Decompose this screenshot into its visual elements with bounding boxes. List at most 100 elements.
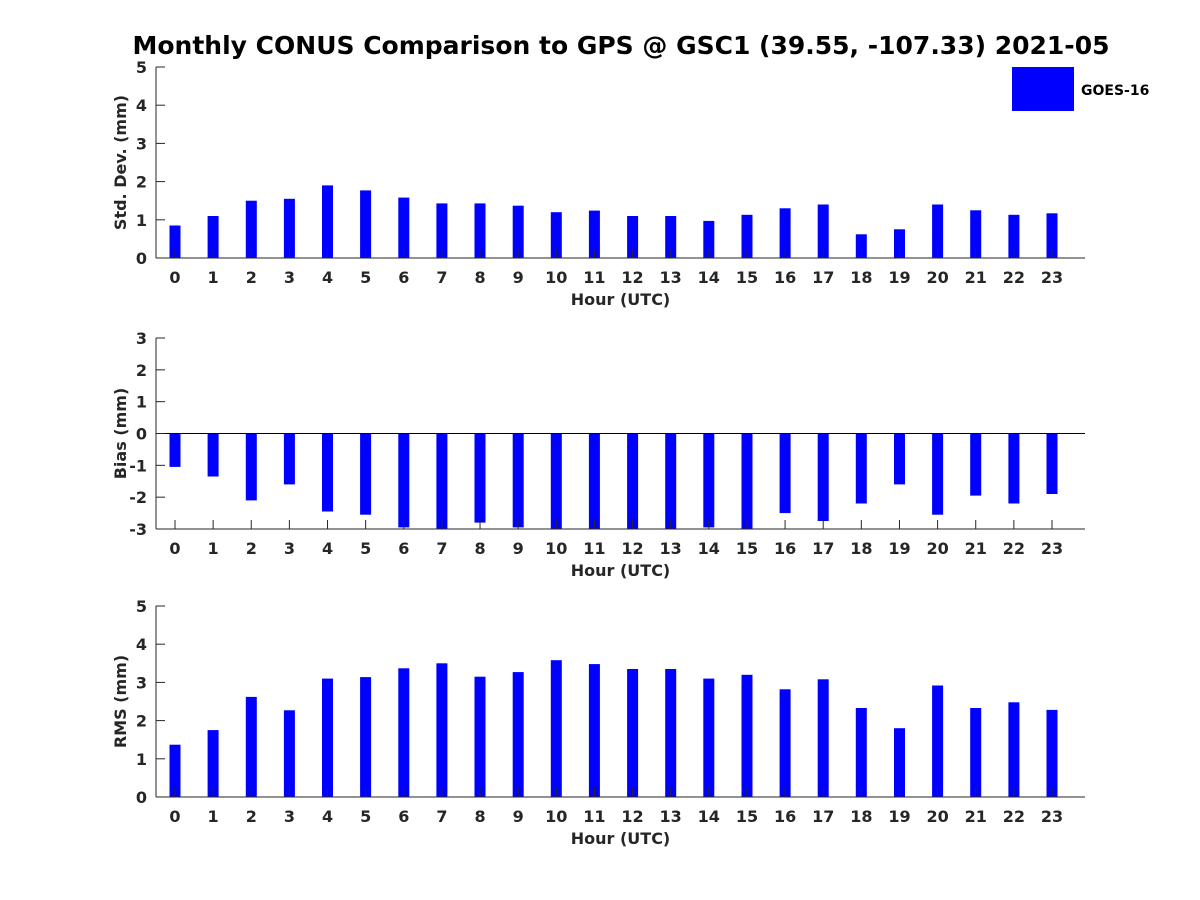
bias-xtick-label: 20 bbox=[926, 539, 948, 558]
rms-bar-13 bbox=[665, 669, 677, 797]
rms-ytick-label: 4 bbox=[136, 635, 147, 654]
bias-xtick-label: 0 bbox=[169, 539, 180, 558]
rms-xtick-label: 3 bbox=[284, 807, 295, 826]
rms-ytick-label: 0 bbox=[136, 788, 147, 807]
std-dev-xtick-label: 21 bbox=[965, 268, 987, 287]
std-dev-xtick-label: 11 bbox=[583, 268, 605, 287]
std-dev-bar-21 bbox=[970, 210, 982, 259]
rms-ytick-label: 1 bbox=[136, 750, 147, 769]
bias-bar-0 bbox=[169, 433, 181, 467]
rms-xtick-label: 13 bbox=[660, 807, 682, 826]
rms-bar-12 bbox=[627, 669, 639, 797]
rms-xtick-label: 8 bbox=[474, 807, 485, 826]
bias-bar-10 bbox=[550, 433, 562, 529]
std-dev-bar-14 bbox=[703, 220, 715, 258]
rms-xtick-label: 17 bbox=[812, 807, 834, 826]
rms-bar-9 bbox=[512, 672, 524, 797]
std-dev-bar-1 bbox=[207, 216, 219, 258]
std-dev-bar-23 bbox=[1046, 213, 1058, 258]
std-dev-ytick-label: 1 bbox=[136, 211, 147, 230]
std-dev-bar-16 bbox=[779, 208, 791, 258]
bias-bar-23 bbox=[1046, 433, 1058, 494]
bias-bar-2 bbox=[245, 433, 257, 501]
rms-xtick-label: 7 bbox=[436, 807, 447, 826]
bias-xtick-label: 19 bbox=[888, 539, 910, 558]
std-dev-bar-13 bbox=[665, 216, 677, 258]
std-dev-ytick-label: 3 bbox=[136, 134, 147, 153]
rms-xtick-label: 0 bbox=[169, 807, 180, 826]
legend: GOES-16 bbox=[1012, 67, 1149, 111]
rms-bar-4 bbox=[322, 678, 333, 797]
bias-ytick-label: -2 bbox=[129, 488, 147, 507]
bias-xtick-label: 22 bbox=[1003, 539, 1025, 558]
legend-swatch bbox=[1012, 67, 1074, 111]
rms-xtick-label: 12 bbox=[621, 807, 643, 826]
std-dev-bar-2 bbox=[245, 200, 257, 258]
rms-xtick-label: 11 bbox=[583, 807, 605, 826]
std-dev-xtick-label: 7 bbox=[436, 268, 447, 287]
std-dev-xtick-label: 0 bbox=[169, 268, 180, 287]
std-dev-xtick-label: 13 bbox=[660, 268, 682, 287]
rms-xtick-label: 15 bbox=[736, 807, 758, 826]
std-dev-bar-5 bbox=[360, 190, 372, 258]
bias-xtick-label: 2 bbox=[246, 539, 257, 558]
bias-xtick-label: 1 bbox=[208, 539, 219, 558]
rms-xlabel: Hour (UTC) bbox=[571, 829, 671, 848]
std-dev-bar-7 bbox=[436, 203, 448, 258]
bias-xtick-label: 3 bbox=[284, 539, 295, 558]
rms-xtick-label: 23 bbox=[1041, 807, 1063, 826]
bias-ytick-label: -3 bbox=[129, 520, 147, 539]
bias-xtick-label: 13 bbox=[660, 539, 682, 558]
std-dev-xlabel: Hour (UTC) bbox=[571, 290, 671, 309]
bias-xtick-label: 7 bbox=[436, 539, 447, 558]
rms-xtick-label: 16 bbox=[774, 807, 796, 826]
bias-bar-12 bbox=[627, 433, 639, 529]
bias-xtick-label: 4 bbox=[322, 539, 333, 558]
bias-ytick-label: -1 bbox=[129, 456, 147, 475]
std-dev-xtick-label: 6 bbox=[398, 268, 409, 287]
rms-bar-6 bbox=[398, 668, 410, 797]
bias-bar-9 bbox=[512, 433, 524, 528]
bias-ytick-label: 1 bbox=[136, 393, 147, 412]
rms-bar-11 bbox=[588, 664, 600, 797]
std-dev-bar-4 bbox=[322, 185, 333, 258]
rms-bar-23 bbox=[1046, 709, 1058, 797]
bias-xtick-label: 18 bbox=[850, 539, 872, 558]
std-dev-xtick-label: 8 bbox=[474, 268, 485, 287]
rms-bar-21 bbox=[970, 708, 982, 797]
bias-bar-18 bbox=[855, 433, 867, 504]
bias-xtick-label: 21 bbox=[965, 539, 987, 558]
rms-bar-3 bbox=[283, 710, 295, 797]
rms-xtick-label: 10 bbox=[545, 807, 567, 826]
bias-bar-15 bbox=[741, 433, 753, 529]
std-dev-bar-11 bbox=[588, 210, 600, 258]
std-dev-bar-22 bbox=[1008, 214, 1020, 258]
std-dev-bar-8 bbox=[474, 203, 486, 258]
std-dev-ytick-label: 0 bbox=[136, 249, 147, 268]
std-dev-ytick-label: 4 bbox=[136, 96, 147, 115]
std-dev-xtick-label: 17 bbox=[812, 268, 834, 287]
std-dev-xtick-label: 18 bbox=[850, 268, 872, 287]
std-dev-xtick-label: 14 bbox=[698, 268, 720, 287]
bias-bar-4 bbox=[322, 433, 333, 512]
std-dev-xtick-label: 19 bbox=[888, 268, 910, 287]
bias-xtick-label: 15 bbox=[736, 539, 758, 558]
std-dev-bar-6 bbox=[398, 197, 410, 258]
std-dev-xtick-label: 20 bbox=[926, 268, 948, 287]
bias-xtick-label: 9 bbox=[513, 539, 524, 558]
std-dev-bar-19 bbox=[894, 229, 905, 258]
bias-bar-17 bbox=[817, 433, 829, 521]
rms-bar-20 bbox=[932, 685, 944, 797]
std-dev-bar-0 bbox=[169, 225, 181, 258]
rms-xtick-label: 22 bbox=[1003, 807, 1025, 826]
bias-bar-3 bbox=[283, 433, 295, 485]
std-dev-bar-18 bbox=[855, 234, 867, 258]
bias-ytick-label: 2 bbox=[136, 361, 147, 380]
rms-ytick-label: 2 bbox=[136, 712, 147, 731]
bias-bar-13 bbox=[665, 433, 677, 529]
std-dev-xtick-label: 3 bbox=[284, 268, 295, 287]
